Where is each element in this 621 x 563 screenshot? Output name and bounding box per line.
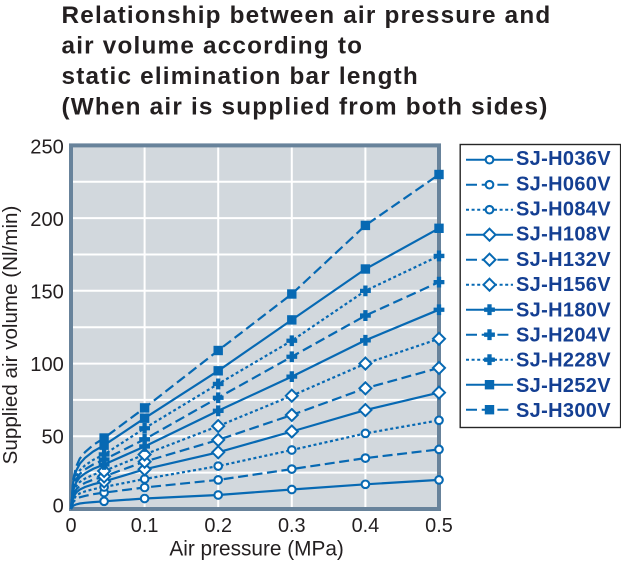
svg-text:(When air is supplied from bot: (When air is supplied from both sides) (62, 93, 549, 120)
svg-text:SJ-H180V: SJ-H180V (516, 299, 611, 321)
svg-text:Air pressure (MPa): Air pressure (MPa) (169, 537, 344, 560)
svg-text:static elimination bar length: static elimination bar length (62, 63, 419, 90)
svg-text:SJ-H132V: SJ-H132V (516, 249, 611, 271)
svg-text:SJ-H156V: SJ-H156V (516, 274, 611, 296)
svg-text:SJ-H300V: SJ-H300V (516, 400, 611, 422)
svg-text:SJ-H204V: SJ-H204V (516, 325, 611, 347)
svg-text:Relationship between air press: Relationship between air pressure and (62, 2, 552, 29)
svg-text:150: 150 (30, 281, 64, 303)
svg-text:0: 0 (53, 496, 64, 518)
svg-text:Supplied air volume (Nl/min): Supplied air volume (Nl/min) (0, 206, 22, 465)
svg-text:SJ-H036V: SJ-H036V (516, 148, 611, 170)
svg-text:SJ-H252V: SJ-H252V (516, 375, 611, 397)
svg-text:air volume according to: air volume according to (62, 32, 364, 59)
svg-text:0.1: 0.1 (131, 515, 159, 537)
svg-text:SJ-H084V: SJ-H084V (516, 199, 611, 221)
svg-text:0: 0 (65, 515, 76, 537)
svg-text:100: 100 (30, 354, 64, 376)
svg-text:0.5: 0.5 (425, 515, 453, 537)
svg-text:0.3: 0.3 (278, 515, 306, 537)
svg-text:SJ-H228V: SJ-H228V (516, 350, 611, 372)
svg-text:SJ-H108V: SJ-H108V (516, 224, 611, 246)
svg-text:0.4: 0.4 (352, 515, 380, 537)
svg-text:SJ-H060V: SJ-H060V (516, 173, 611, 195)
svg-text:0.2: 0.2 (204, 515, 232, 537)
svg-text:50: 50 (41, 427, 63, 449)
svg-text:200: 200 (30, 209, 64, 231)
svg-text:250: 250 (30, 137, 64, 159)
